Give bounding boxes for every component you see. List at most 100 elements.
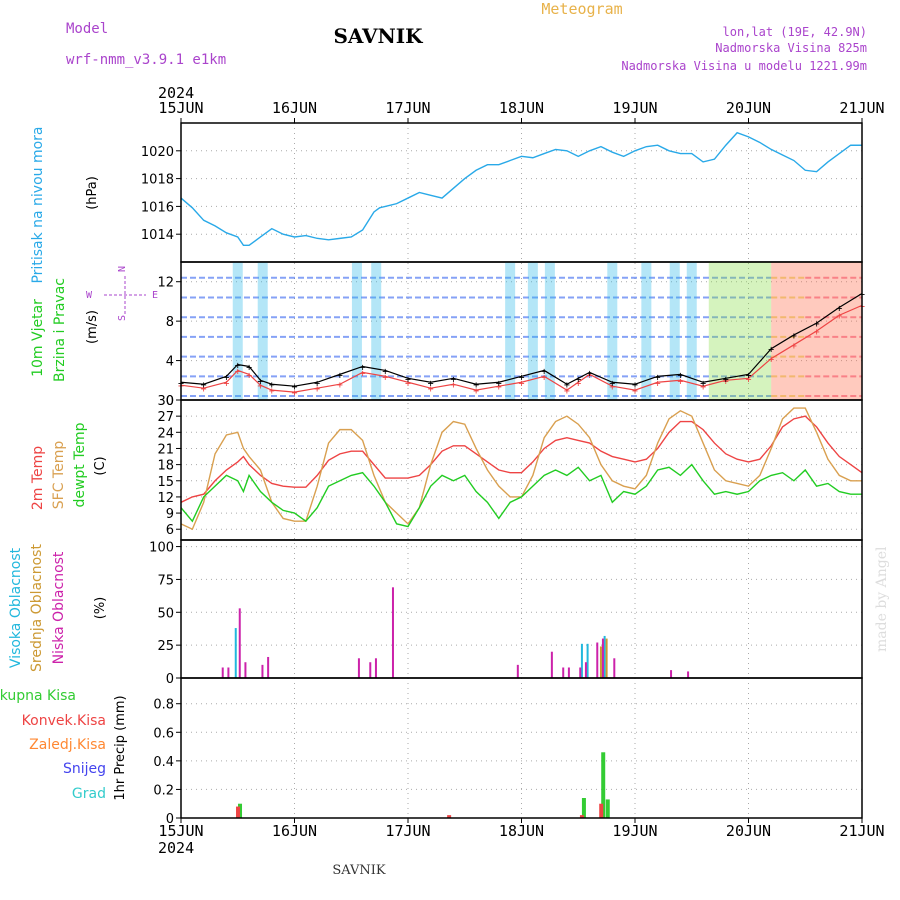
compass-south: S [117, 315, 128, 321]
data-point-gust: + [791, 331, 797, 342]
footer-station: SAVNIK [332, 863, 386, 878]
data-point-gust: + [564, 380, 570, 391]
data-point-gust: + [257, 376, 263, 387]
bar-low_cloud [369, 662, 372, 678]
data-point-speed_avg: + [700, 382, 706, 393]
wind-unit: (m/s) [85, 310, 100, 344]
data-point-speed_avg: + [405, 378, 411, 389]
data-point-speed_avg: + [723, 376, 729, 387]
y-tick-label: 18 [157, 459, 174, 474]
bar-high_cloud [580, 643, 583, 678]
wind-shift-band [544, 262, 555, 400]
data-point-speed_avg: + [814, 327, 820, 338]
bar-low_cloud [516, 664, 519, 678]
data-point-gust: + [836, 303, 842, 314]
y-tick-label: 100 [149, 541, 174, 556]
y-tick-label: 0 [166, 812, 174, 827]
legend-snow: Snijeg [63, 761, 106, 777]
bar-low_cloud [221, 667, 224, 678]
compass-north: N [117, 266, 128, 272]
data-point-gust: + [587, 368, 593, 379]
data-point-gust: + [518, 372, 524, 383]
data-point-speed_avg: + [745, 374, 751, 385]
wind-shift-band [505, 262, 516, 400]
data-point-gust: + [700, 378, 706, 389]
data-point-gust: + [360, 362, 366, 373]
bar-low_cloud [579, 667, 582, 678]
data-point-gust: + [473, 380, 479, 391]
model-name: wrf-nmm_v3.9.1 e1km [66, 52, 226, 68]
data-point-speed_avg: + [836, 311, 842, 322]
data-point-speed_avg: + [360, 368, 366, 379]
y-tick-label: 0 [166, 394, 174, 409]
data-point-gust: + [541, 366, 547, 377]
y-tick-label: 1020 [141, 145, 174, 160]
data-point-gust: + [575, 374, 581, 385]
temp2m-ylabel: 2m Temp [30, 446, 46, 510]
series-line-temp2m [180, 415, 863, 503]
data-point-speed_avg: + [541, 372, 547, 383]
series-line-dewpoint [180, 463, 862, 528]
y-tick-label: 50 [157, 606, 174, 621]
wind-shift-band [607, 262, 618, 400]
series-line-sfc_temp [180, 407, 862, 531]
x-tick-label-bottom: 18JUN [499, 822, 544, 840]
data-point-gust: + [337, 370, 343, 381]
bar-low_cloud [267, 656, 270, 678]
y-tick-label: 0.4 [153, 755, 174, 770]
wind-shift-band [232, 262, 243, 400]
dewpt-ylabel: dewpt Temp [72, 422, 88, 507]
data-point-speed_avg: + [291, 388, 297, 399]
x-tick-label-bottom: 16JUN [272, 822, 317, 840]
legend-frz-precip: Zaledj.Kisa [29, 737, 106, 753]
x-tick-label-bottom: 17JUN [385, 822, 430, 840]
data-point-speed_avg: + [473, 386, 479, 397]
high-cloud-ylabel: Visoka Oblacnost [8, 547, 24, 668]
data-point-speed_avg: + [269, 386, 275, 397]
data-point-gust: + [723, 374, 729, 385]
y-tick-label: 0.6 [153, 726, 174, 741]
y-tick-label: 25 [157, 639, 174, 654]
cloud-unit: (%) [93, 597, 108, 620]
data-point-speed_avg: + [677, 376, 683, 387]
data-point-speed_avg: + [337, 380, 343, 391]
bar-low_cloud [550, 651, 553, 678]
data-point-speed_avg: + [791, 341, 797, 352]
bar-low_cloud [391, 587, 394, 678]
sfc-temp-ylabel: SFC Temp [51, 441, 67, 510]
wind-ylabel-2: Brzina i Pravac [52, 278, 68, 382]
bar-low_cloud [238, 608, 241, 678]
x-tick-label-bottom: 19JUN [612, 822, 657, 840]
temp-unit: (C) [93, 456, 108, 475]
model-elevation-label: Nadmorska Visina u modelu 1221.99m [621, 59, 867, 73]
data-point-gust: + [496, 378, 502, 389]
data-point-gust: + [745, 370, 751, 381]
year-top: 2024 [158, 84, 194, 102]
model-label: Model [66, 21, 108, 37]
y-tick-label: 15 [157, 475, 174, 490]
data-point-speed_avg: + [382, 372, 388, 383]
data-point-gust: + [814, 319, 820, 330]
compass-west: W [86, 290, 93, 301]
data-point-speed_avg: + [609, 382, 615, 393]
bar-low_cloud [562, 667, 565, 678]
x-tick-label-bottom: 21JUN [839, 822, 884, 840]
wind-shift-band [669, 262, 680, 400]
bar-low_cloud [357, 658, 360, 678]
series-line-speed_avg [180, 304, 863, 393]
product-title: Meteogram [541, 0, 622, 18]
bar-low_cloud [601, 638, 604, 678]
bar-low_cloud [374, 658, 377, 678]
x-tick-label-top: 18JUN [499, 99, 544, 117]
data-point-gust: + [223, 372, 229, 383]
y-tick-label: 27 [157, 410, 174, 425]
bar-low_cloud [244, 662, 247, 678]
data-point-speed_avg: + [518, 378, 524, 389]
data-point-speed_avg: + [655, 378, 661, 389]
data-point-gust: + [632, 380, 638, 391]
data-point-speed_avg: + [564, 386, 570, 397]
y-tick-label: 0.8 [153, 698, 174, 713]
mid-cloud-ylabel: Srednja Oblacnost [29, 544, 45, 672]
x-tick-label-bottom: 15JUN [158, 822, 203, 840]
pressure-unit: (hPa) [85, 176, 100, 210]
